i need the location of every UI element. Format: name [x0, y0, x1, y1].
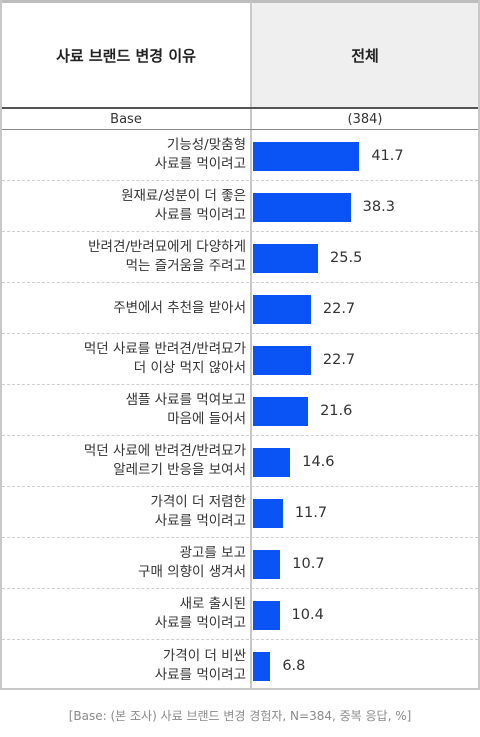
category-label-line: 사료를 먹이려고 [154, 615, 246, 631]
footnote: [Base: (본 조사) 사료 브랜드 변경 경험자, N=384, 중복 응… [68, 708, 412, 723]
bar [253, 601, 280, 630]
category-label-line: 먹는 즐거움을 주려고 [125, 258, 246, 274]
column-divider [250, 130, 252, 688]
category-label-line: 알레르기 반응을 보여서 [113, 462, 246, 478]
bar [253, 193, 351, 222]
category-label-line: 가격이 더 비싼 [162, 647, 246, 664]
bar [253, 652, 271, 681]
category-label-line: 구매 의향이 생겨서 [138, 564, 246, 580]
bar [253, 448, 291, 477]
category-label-line: 원재료/성분이 더 좋은 [121, 188, 246, 204]
category-label-line: 사료를 먹이려고 [154, 513, 246, 529]
bar [253, 499, 283, 528]
chart-row: 주변에서 추천을 받아서 22.7 [2, 283, 478, 334]
category-label-line: 주변에서 추천을 받아서 [113, 299, 246, 316]
category-label-line: 가격이 더 저렴한 [150, 494, 246, 510]
category-label-line: 기능성/맞춤형 [166, 137, 246, 153]
bar [253, 346, 311, 375]
category-label-line: 먹던 사료에 반려견/반려묘가 [83, 443, 246, 459]
category-label-line: 사료를 먹이려고 [154, 156, 246, 172]
base-value: (384) [250, 109, 478, 130]
column-header-total: 전체 [250, 0, 478, 107]
category-label-line: 사료를 먹이려고 [154, 666, 246, 683]
category-label-line: 광고를 보고 [179, 545, 246, 561]
value-label: 14.6 [302, 453, 335, 470]
category-label-line: 샘플 사료를 먹여보고 [125, 392, 246, 408]
bar [253, 550, 281, 579]
category-label-line: 마음에 들어서 [167, 411, 246, 427]
category-label-line: 더 이상 먹지 않아서 [133, 360, 246, 376]
bar [253, 142, 360, 171]
header-divider [2, 107, 478, 109]
value-label: 22.7 [322, 300, 356, 317]
column-header-reason: 사료 브랜드 변경 이유 [2, 0, 250, 107]
bar [253, 244, 319, 273]
value-label: 38.3 [362, 198, 395, 215]
value-label: 11.7 [294, 504, 328, 521]
value-label: 6.8 [282, 657, 306, 674]
category-label-line: 먹던 사료를 반려견/반려묘가 [83, 341, 246, 357]
category-label-line: 사료를 먹이려고 [154, 207, 246, 223]
base-divider [2, 129, 478, 130]
value-label: 41.7 [371, 147, 404, 164]
category-label: 주변에서 추천을 받아서 [2, 283, 246, 333]
category-label-line: 새로 출시된 [179, 596, 246, 612]
value-label: 21.6 [320, 402, 353, 419]
value-label: 10.4 [291, 606, 324, 623]
category-label-line: 반려견/반려묘에게 다양하게 [88, 239, 246, 255]
value-label: 25.5 [330, 249, 363, 266]
bar [253, 295, 311, 324]
base-label: Base [110, 112, 142, 127]
value-label: 22.7 [322, 351, 356, 368]
value-label: 10.7 [292, 555, 325, 572]
bar [253, 397, 309, 426]
